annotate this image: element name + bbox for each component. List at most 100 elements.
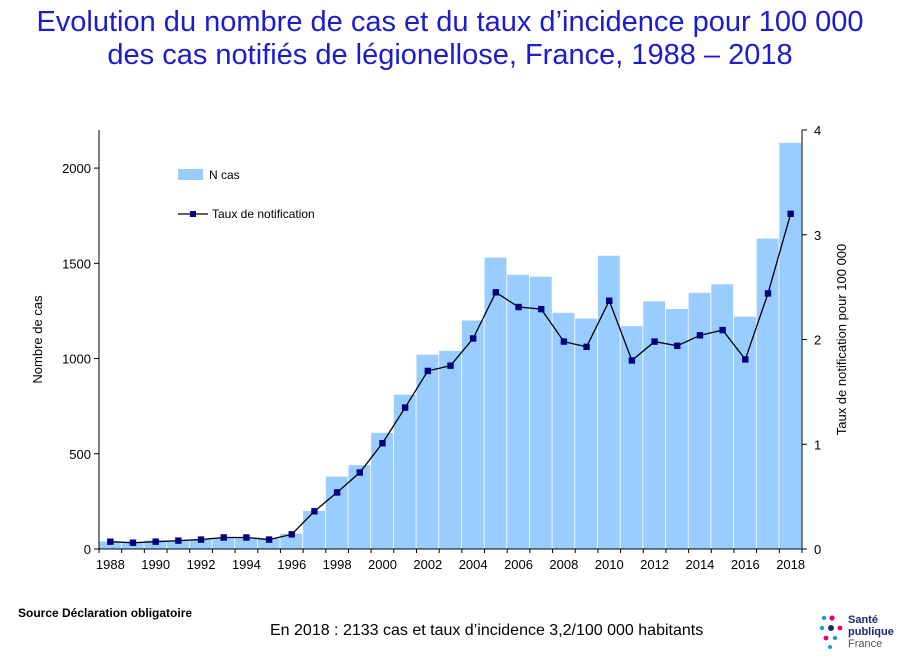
x-tick-label-2002: 2002: [413, 557, 442, 572]
rate-marker-2012: [651, 338, 658, 345]
y2-tick-label-2: 2: [814, 333, 821, 348]
rate-marker-2013: [674, 342, 681, 349]
y-tick-label-0: 0: [84, 542, 91, 557]
x-tick-label-1992: 1992: [187, 557, 216, 572]
chart-title: Evolution du nombre de cas et du taux d’…: [0, 6, 900, 72]
rate-marker-1991: [175, 537, 182, 544]
bar-2014: [688, 292, 711, 549]
rate-marker-2004: [469, 335, 477, 342]
rate-marker-1992: [197, 536, 205, 543]
x-tick-label-2004: 2004: [459, 557, 488, 572]
rate-marker-2014: [696, 332, 704, 339]
bar-2018: [779, 142, 802, 550]
rate-marker-2001: [401, 404, 409, 411]
x-tick-label-1988: 1988: [96, 557, 125, 572]
bar-1992: [189, 539, 212, 549]
legend-swatch-bars: [178, 169, 203, 180]
rate-marker-1995: [265, 536, 273, 543]
x-tick-label-2014: 2014: [685, 557, 714, 572]
bar-1997: [303, 510, 325, 549]
x-tick-label-2016: 2016: [731, 557, 760, 572]
bar-2009: [575, 318, 598, 549]
y2-axis-label: Taux de notification pour 100 000: [834, 244, 849, 436]
rate-marker-1994: [243, 534, 250, 541]
x-tick-label-2006: 2006: [504, 557, 533, 572]
bar-2004: [461, 320, 484, 549]
rate-marker-1996: [288, 531, 295, 538]
rate-marker-2006: [515, 303, 522, 311]
rate-marker-1990: [152, 538, 159, 545]
bar-2005: [484, 257, 507, 549]
bar-2006: [507, 274, 530, 549]
rate-marker-2008: [560, 338, 568, 345]
rate-marker-1993: [220, 534, 227, 541]
legend-label-line: Taux de notification: [212, 207, 315, 221]
bar-1996: [280, 533, 303, 549]
bar-2008: [552, 312, 575, 549]
x-tick-label-1996: 1996: [277, 557, 306, 572]
rate-marker-1998: [333, 489, 341, 496]
x-tick-label-1994: 1994: [232, 557, 261, 572]
rate-marker-2017: [764, 290, 772, 297]
rate-marker-2005: [492, 289, 500, 296]
x-tick-label-2008: 2008: [549, 557, 578, 572]
bar-1999: [348, 465, 371, 549]
bar-2017: [756, 238, 779, 550]
summary-footnote: En 2018 : 2133 cas et taux d’incidence 3…: [270, 622, 704, 639]
rate-marker-1999: [356, 469, 363, 476]
bar-2003: [439, 350, 462, 549]
bar-1993: [212, 537, 235, 549]
source-note: Source Déclaration obligatoire: [18, 606, 193, 620]
y-tick-label-1000: 1000: [62, 352, 91, 367]
bar-1991: [167, 540, 189, 549]
y2-tick-label-0: 0: [814, 542, 821, 557]
chart-title-line1: Evolution du nombre de cas et du taux d’…: [36, 6, 864, 38]
bar-2015: [711, 284, 734, 549]
bar-2010: [597, 255, 620, 549]
rate-marker-2009: [583, 343, 590, 351]
rate-marker-2016: [742, 356, 749, 363]
bar-2016: [733, 316, 756, 549]
y-axis-label: Nombre de cas: [30, 295, 45, 384]
rate-marker-2007: [538, 305, 545, 313]
bar-1994: [235, 537, 257, 549]
y-tick-label-2000: 2000: [62, 161, 91, 176]
bar-1988: [99, 541, 121, 549]
x-tick-label-2018: 2018: [776, 557, 805, 572]
bar-2007: [529, 276, 552, 549]
rate-marker-2018: [787, 210, 794, 217]
bar-1995: [257, 538, 280, 549]
x-tick-label-2000: 2000: [368, 557, 397, 572]
logo-text: Santé publique France: [848, 614, 894, 650]
rate-marker-2003: [447, 362, 454, 369]
bar-1998: [325, 476, 348, 549]
rate-marker-2002: [424, 367, 432, 375]
bar-2002: [416, 354, 439, 549]
rate-marker-2010: [606, 297, 613, 304]
rate-marker-2011: [628, 357, 636, 364]
rate-marker-2000: [379, 440, 386, 447]
sante-publique-france-logo: Santé publique France: [818, 612, 898, 656]
y-tick-label-500: 500: [69, 447, 91, 462]
rate-marker-1988: [107, 538, 114, 545]
rate-marker-1997: [311, 508, 318, 515]
y2-tick-label-3: 3: [814, 228, 821, 243]
bar-2012: [643, 301, 666, 549]
x-tick-label-1990: 1990: [141, 557, 170, 572]
bar-2013: [665, 309, 688, 549]
logo-dots-icon: [819, 615, 843, 649]
chart-title-line2: des cas notifiés de légionellose, France…: [107, 39, 793, 71]
chart-area: 0 500 1000 1500 2000 0 1 2 3 4 1988 1990 1992 1994 199…: [30, 123, 849, 572]
bar-2001: [393, 394, 416, 549]
x-tick-label-1998: 1998: [323, 557, 352, 572]
x-tick-label-2012: 2012: [640, 557, 669, 572]
legend-label-bars: N cas: [209, 168, 240, 182]
y-tick-label-1500: 1500: [62, 256, 91, 271]
y2-tick-label-1: 1: [814, 437, 821, 452]
bar-2000: [371, 432, 394, 549]
bar-2011: [620, 326, 643, 549]
rate-marker-2015: [719, 326, 726, 334]
y2-tick-label-4: 4: [814, 123, 821, 138]
x-tick-label-2010: 2010: [595, 557, 624, 572]
legend-marker: [190, 211, 196, 217]
